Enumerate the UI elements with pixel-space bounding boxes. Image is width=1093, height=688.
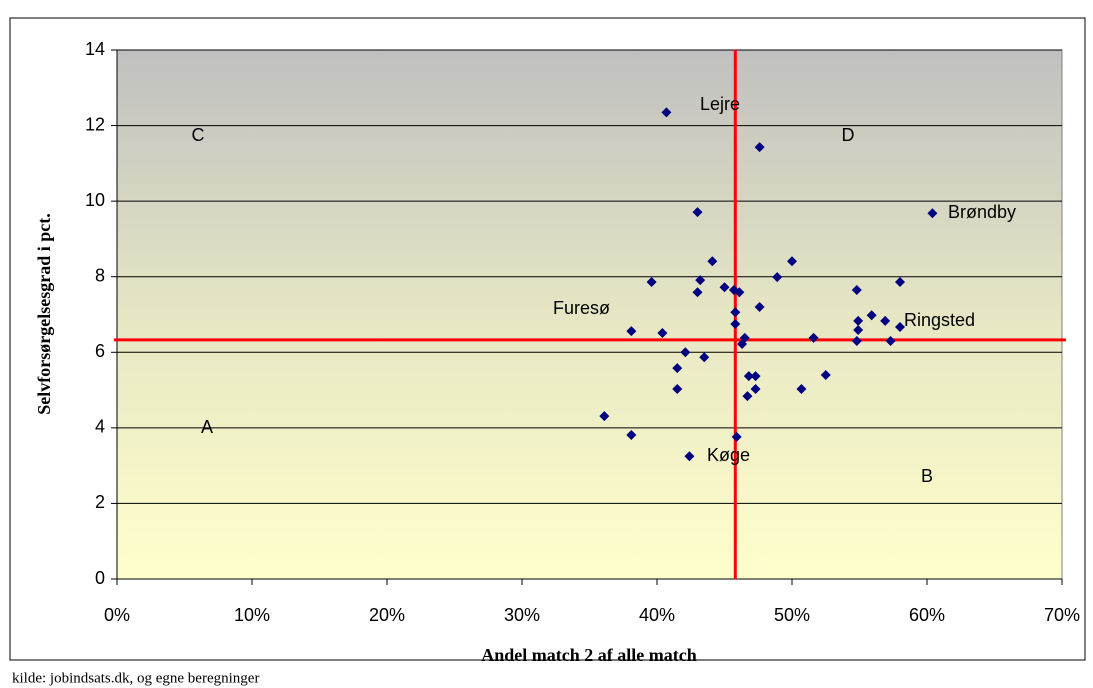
point — [680, 347, 691, 358]
x-tick-label: 50% — [774, 605, 810, 625]
point — [853, 324, 864, 335]
plot-area — [116, 49, 1063, 580]
point — [626, 326, 637, 337]
point — [646, 277, 657, 288]
y-tick-label: 2 — [95, 492, 105, 512]
quadrant-label: A — [201, 417, 213, 437]
annotation: Ringsted — [904, 310, 975, 330]
point — [626, 430, 637, 441]
point — [730, 307, 741, 318]
source: kilde: jobindsats.dk, og egne beregninge… — [12, 670, 259, 686]
point — [672, 383, 683, 394]
x-axis-label: Andel match 2 af alle match — [481, 645, 696, 665]
annotation: Køge — [707, 445, 750, 465]
x-tick-label: 10% — [234, 605, 270, 625]
point — [684, 451, 695, 462]
point — [695, 275, 706, 286]
y-tick-label: 6 — [95, 341, 105, 361]
annotation: Lejre — [700, 94, 740, 114]
point — [599, 411, 610, 422]
annotation: Furesø — [553, 298, 610, 318]
point — [750, 383, 761, 394]
point — [692, 287, 703, 298]
point — [699, 352, 710, 363]
y-tick-label: 12 — [85, 114, 105, 134]
annotation: Brøndby — [948, 202, 1016, 222]
x-tick-label: 70% — [1044, 605, 1080, 625]
point — [742, 391, 753, 402]
point — [730, 318, 741, 329]
point — [743, 371, 754, 382]
point — [853, 315, 864, 326]
point — [851, 335, 862, 346]
y-tick-label: 0 — [95, 568, 105, 588]
point — [672, 363, 683, 374]
point — [754, 142, 765, 153]
point — [808, 332, 819, 343]
point — [927, 208, 938, 219]
quadrant-label: D — [842, 125, 855, 145]
point — [737, 338, 748, 349]
point — [719, 282, 730, 293]
point — [772, 272, 783, 283]
point — [851, 284, 862, 295]
y-tick-label: 14 — [85, 39, 105, 59]
point — [734, 287, 745, 298]
point — [820, 369, 831, 380]
x-tick-label: 20% — [369, 605, 405, 625]
quadrant-label: B — [921, 466, 933, 486]
y-tick-label: 10 — [85, 190, 105, 210]
x-tick-label: 0% — [104, 605, 130, 625]
point — [707, 256, 718, 267]
x-tick-label: 60% — [909, 605, 945, 625]
point — [750, 371, 761, 382]
point — [731, 431, 742, 442]
point — [754, 301, 765, 312]
point — [895, 321, 905, 332]
point — [692, 207, 703, 218]
point — [885, 335, 896, 346]
point — [880, 315, 891, 326]
quadrant-label: C — [192, 125, 205, 145]
y-axis-label: Selvforsørgelsesgrad i pct. — [34, 213, 54, 414]
point — [657, 328, 668, 339]
x-tick-label: 40% — [639, 605, 675, 625]
point — [895, 277, 905, 288]
y-tick-label: 8 — [95, 265, 105, 285]
x-tick-label: 30% — [504, 605, 540, 625]
y-tick-label: 4 — [95, 417, 105, 437]
point — [787, 256, 797, 267]
point — [661, 107, 672, 118]
point — [796, 383, 807, 394]
point — [866, 310, 877, 321]
